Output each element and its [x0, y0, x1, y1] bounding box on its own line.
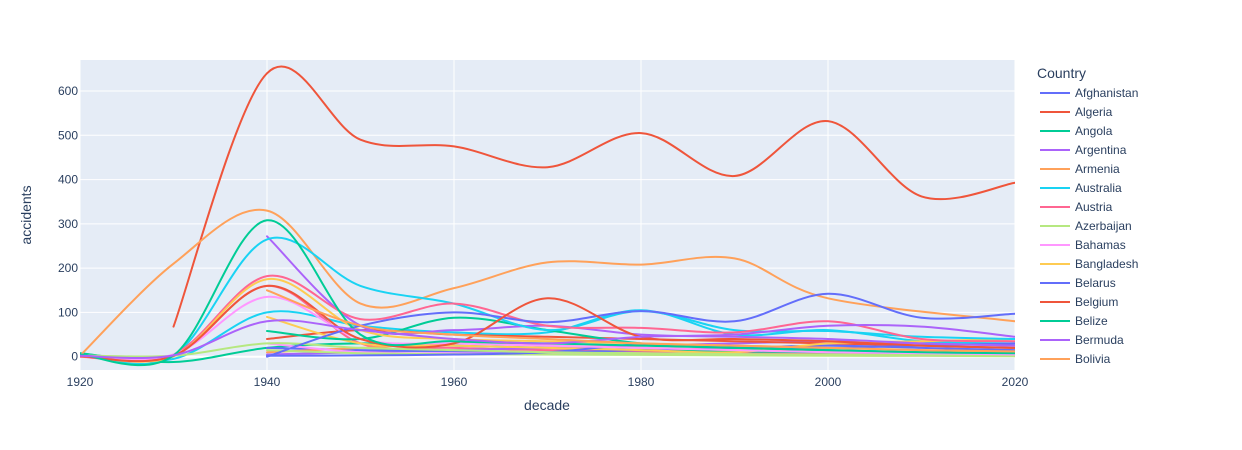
legend-label: Belgium: [1075, 295, 1118, 309]
x-tick-label: 1980: [628, 375, 655, 389]
y-axis-title: accidents: [18, 185, 34, 244]
legend-label: Armenia: [1075, 162, 1120, 176]
legend-label: Angola: [1075, 124, 1113, 138]
legend-label: Azerbaijan: [1075, 219, 1132, 233]
legend-title: Country: [1037, 65, 1086, 81]
x-axis-title: decade: [524, 397, 570, 413]
x-tick-label: 1920: [67, 375, 94, 389]
y-tick-label: 400: [58, 173, 78, 187]
y-tick-label: 0: [71, 350, 78, 364]
series-line-australia[interactable]: [80, 236, 1015, 365]
legend-item-austria[interactable]: Austria: [1040, 200, 1113, 214]
series-line-belarus[interactable]: [266, 292, 1015, 358]
legend-item-bahamas[interactable]: Bahamas: [1040, 238, 1126, 252]
x-axis-ticks: 1920 1940 1960 1980 2000 2020: [67, 375, 1029, 389]
series-line-azerbaijan[interactable]: [80, 342, 1015, 358]
y-axis-ticks: 0 100 200 300 400 500 600: [58, 84, 78, 364]
legend-item-azerbaijan[interactable]: Azerbaijan: [1040, 219, 1132, 233]
y-tick-label: 100: [58, 305, 78, 319]
legend-label: Austria: [1075, 200, 1113, 214]
series-line-algeria[interactable]: [172, 65, 1016, 328]
legend-label: Argentina: [1075, 143, 1127, 157]
legend-item-australia[interactable]: Australia: [1040, 181, 1122, 195]
x-tick-label: 1940: [254, 375, 281, 389]
legend-item-angola[interactable]: Angola: [1040, 124, 1113, 138]
legend-item-algeria[interactable]: Algeria: [1040, 105, 1113, 119]
legend-item-belgium[interactable]: Belgium: [1040, 295, 1118, 309]
series-line-armenia[interactable]: [80, 208, 1015, 357]
legend-item-bangladesh[interactable]: Bangladesh: [1040, 257, 1138, 271]
legend-label: Bangladesh: [1075, 257, 1138, 271]
legend-item-bolivia[interactable]: Bolivia: [1040, 352, 1111, 366]
x-gridlines: [79, 60, 1016, 370]
legend-item-armenia[interactable]: Armenia: [1040, 162, 1120, 176]
x-tick-label: 2020: [1002, 375, 1029, 389]
legend-item-bermuda[interactable]: Bermuda: [1040, 333, 1124, 347]
legend-label: Belize: [1075, 314, 1108, 328]
series-line-series-24[interactable]: [266, 349, 1015, 358]
legend-item-argentina[interactable]: Argentina: [1040, 143, 1127, 157]
legend-label: Bolivia: [1075, 352, 1111, 366]
legend-item-afghanistan[interactable]: Afghanistan: [1040, 86, 1138, 100]
legend-label: Australia: [1075, 181, 1122, 195]
y-tick-label: 200: [58, 261, 78, 275]
series-line-austria[interactable]: [80, 274, 1015, 362]
legend-item-belarus[interactable]: Belarus: [1040, 276, 1116, 290]
x-tick-label: 2000: [815, 375, 842, 389]
legend-label: Afghanistan: [1075, 86, 1138, 100]
y-tick-label: 500: [58, 128, 78, 142]
legend[interactable]: Country Afghanistan Algeria Angola Argentin…: [1037, 65, 1138, 366]
legend-label: Bahamas: [1075, 238, 1126, 252]
legend-label: Bermuda: [1075, 333, 1124, 347]
series-line-bahamas[interactable]: [80, 295, 1015, 361]
series-line-bermuda[interactable]: [80, 319, 1015, 360]
series-line-belgium[interactable]: [80, 284, 1015, 363]
y-tick-label: 300: [58, 217, 78, 231]
legend-label: Algeria: [1075, 105, 1113, 119]
x-tick-label: 1960: [441, 375, 468, 389]
legend-label: Belarus: [1075, 276, 1116, 290]
legend-item-belize[interactable]: Belize: [1040, 314, 1108, 328]
y-tick-label: 600: [58, 84, 78, 98]
series-line-bolivia[interactable]: [266, 289, 1015, 353]
series-lines: [80, 65, 1016, 367]
